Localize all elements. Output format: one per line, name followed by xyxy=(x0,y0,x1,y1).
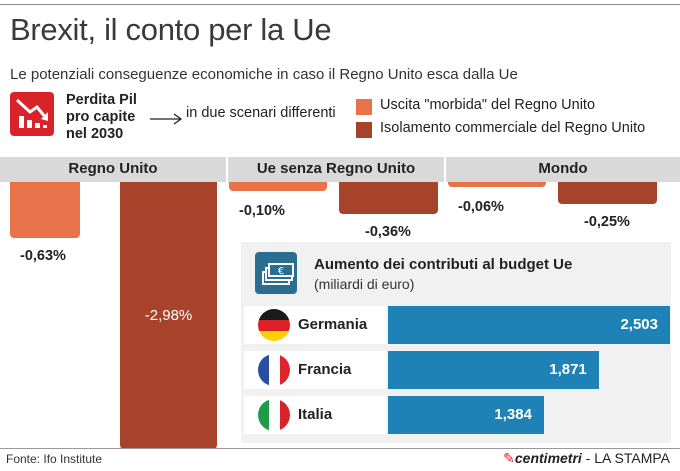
region-divider xyxy=(226,157,228,182)
country-name: Germania xyxy=(298,316,368,333)
money-stack-icon: € xyxy=(255,252,297,294)
arrow-right-icon xyxy=(150,113,183,125)
budget-bar xyxy=(388,306,670,344)
gdp-bar xyxy=(339,182,438,215)
budget-value-label: 1,871 xyxy=(549,361,587,378)
region-label-eu: Ue senza Regno Unito xyxy=(256,160,416,177)
gdp-value-label: -0,36% xyxy=(365,224,411,241)
gdp-value-label: -0,06% xyxy=(458,199,504,216)
metric-label: Perdita Pil pro capite nel 2030 xyxy=(66,92,176,143)
brand-credit: ✎centimetri - LA STAMPA xyxy=(503,450,670,467)
country-row: Francia xyxy=(244,351,386,389)
gdp-value-label: -0,63% xyxy=(20,248,66,265)
declining-chart-icon xyxy=(10,92,54,136)
gdp-bar xyxy=(120,182,217,449)
legend-swatch-hard xyxy=(356,122,372,138)
gdp-value-label: -2,98% xyxy=(144,306,193,324)
budget-bar xyxy=(388,396,544,434)
gdp-value-label: -0,10% xyxy=(239,202,285,219)
metric-label-line: pro capite xyxy=(66,109,136,125)
gdp-bar xyxy=(448,182,546,188)
page-title: Brexit, il conto per la Ue xyxy=(10,12,332,47)
pencil-logo-icon: ✎ xyxy=(503,450,515,466)
france-flag-icon xyxy=(258,354,290,386)
italy-flag-icon xyxy=(258,399,290,431)
gdp-bar xyxy=(229,182,327,191)
region-label-uk: Regno Unito xyxy=(68,160,158,177)
gdp-bar xyxy=(10,182,80,239)
legend-swatch-soft xyxy=(356,99,372,115)
legend-label-hard: Isolamento commerciale del Regno Unito xyxy=(380,120,646,136)
country-row: Italia xyxy=(244,396,386,434)
brand-paper: LA STAMPA xyxy=(594,450,670,466)
budget-title: Aumento dei contributi al budget Ue xyxy=(314,256,573,273)
gdp-bar xyxy=(558,182,657,205)
metric-label-line: nel 2030 xyxy=(66,126,124,142)
footer-rule xyxy=(0,448,680,449)
top-rule xyxy=(0,4,680,5)
region-divider xyxy=(444,157,446,182)
country-name: Francia xyxy=(298,361,352,378)
legend-label-soft: Uscita "morbida" del Regno Unito xyxy=(380,97,596,113)
page-subtitle: Le potenziali conseguenze economiche in … xyxy=(10,66,518,83)
svg-text:€: € xyxy=(278,266,284,277)
budget-value-label: 2,503 xyxy=(620,316,658,333)
source-note: Fonte: Ifo Institute xyxy=(6,452,103,466)
germany-flag-icon xyxy=(258,309,290,341)
country-row: Germania xyxy=(244,306,386,344)
region-header-band xyxy=(0,157,680,182)
budget-value-label: 1,384 xyxy=(494,406,532,423)
metric-label-line: Perdita Pil xyxy=(66,92,137,108)
budget-subtitle: (miliardi di euro) xyxy=(314,276,415,292)
gdp-value-label: -0,25% xyxy=(584,214,630,231)
budget-bar xyxy=(388,351,599,389)
brand-centimetri: centimetri xyxy=(514,450,582,466)
brand-separator: - xyxy=(581,450,595,466)
country-name: Italia xyxy=(298,406,333,423)
region-label-world: Mondo xyxy=(538,160,588,177)
scenario-note: in due scenari differenti xyxy=(186,105,336,121)
